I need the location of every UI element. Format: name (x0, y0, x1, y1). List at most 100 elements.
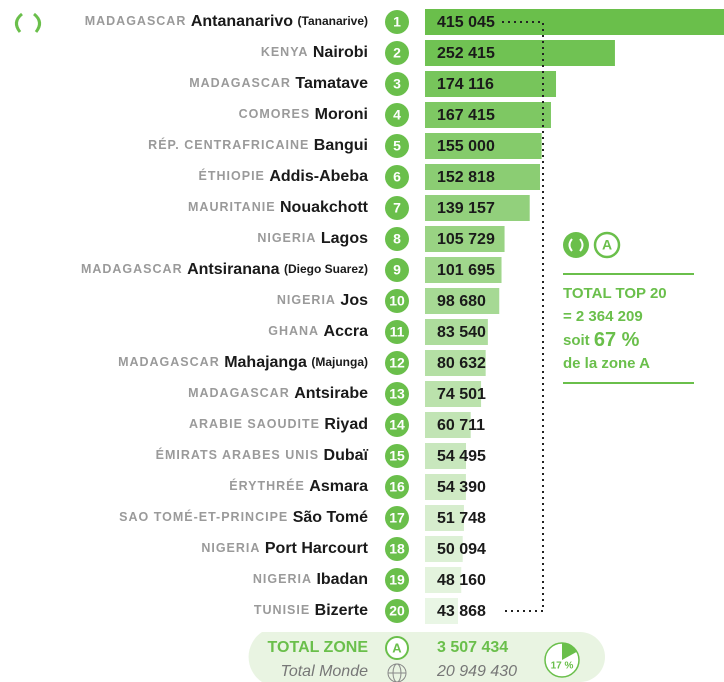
rank-badge (385, 506, 409, 530)
city-note: (Diego Suarez) (284, 262, 368, 276)
country: NIGERIA (201, 541, 260, 555)
rank: 13 (389, 386, 405, 402)
footer-label: TOTAL ZONE (268, 639, 369, 656)
rank: 9 (393, 262, 401, 278)
bar (425, 195, 530, 221)
rank-badge (385, 134, 409, 158)
city: Antananarivo (191, 13, 293, 30)
rank-badge (385, 475, 409, 499)
row-label: ARABIE SAOUDITE Riyad (189, 416, 368, 433)
city: Tamatave (295, 75, 368, 92)
rank: 15 (389, 448, 405, 464)
rank: 1 (393, 14, 401, 30)
city: Asmara (309, 478, 368, 495)
zone-badge (385, 636, 409, 660)
bar (425, 474, 466, 500)
value-label: 80 632 (437, 355, 486, 372)
side-suffix: de la zone A (563, 355, 650, 372)
value-label: 152 818 (437, 169, 495, 186)
rank-badge (385, 165, 409, 189)
country: MADAGASCAR (188, 386, 290, 400)
side-total: = 2 364 209 (563, 308, 643, 325)
value-label: 60 711 (437, 417, 485, 434)
rank: 16 (389, 479, 405, 495)
share-value: 67 % (594, 329, 640, 351)
rank-badge (385, 72, 409, 96)
bar (425, 350, 486, 376)
rank-badge (385, 103, 409, 127)
city: Nouakchott (280, 199, 369, 216)
rank: 11 (390, 324, 405, 340)
rank: 14 (389, 417, 405, 433)
city: Jos (340, 292, 368, 309)
value-label: 48 160 (437, 572, 486, 589)
rank: 3 (393, 76, 401, 92)
country: ÉTHIOPIE (199, 168, 265, 183)
value-label: 98 680 (437, 293, 486, 310)
bar (425, 133, 542, 159)
footer-bg (248, 632, 605, 682)
row-label: GHANA Accra (268, 323, 368, 340)
row-label: NIGERIA Lagos (257, 230, 368, 247)
rank: 4 (393, 107, 401, 123)
city: Addis-Abeba (269, 168, 368, 185)
country: KENYA (261, 45, 309, 59)
country: ÉMIRATS ARABES UNIS (156, 447, 319, 462)
city: Mahajanga (224, 354, 307, 371)
bar (425, 71, 557, 97)
rank-badge (385, 258, 409, 282)
city: São Tomé (293, 509, 368, 526)
zone-badge (593, 231, 621, 259)
city: Bizerte (315, 602, 368, 619)
country: GHANA (268, 324, 319, 338)
bar (425, 567, 462, 593)
row-label: TUNISIE Bizerte (254, 602, 368, 619)
value-label: 51 748 (437, 510, 486, 527)
row-label: ÉMIRATS ARABES UNIS Dubaï (156, 447, 369, 464)
country: MADAGASCAR (118, 355, 220, 369)
country: MAURITANIE (188, 200, 276, 214)
rank: 17 (389, 510, 405, 526)
city: Nairobi (313, 44, 368, 61)
value-label: 252 415 (437, 45, 495, 62)
row-label: MADAGASCAR Antsirabe (188, 385, 368, 402)
row-label: ÉTHIOPIE Addis-Abeba (199, 168, 369, 185)
row-label: SAO TOMÉ-ET-PRINCIPE São Tomé (119, 509, 368, 526)
rank-badge (385, 444, 409, 468)
country: MADAGASCAR (81, 262, 183, 276)
row-label: MADAGASCAR Mahajanga (Majunga) (118, 354, 368, 371)
city: Port Harcourt (265, 540, 369, 557)
rank-badge (385, 568, 409, 592)
rank-badge (385, 196, 409, 220)
row-label: MADAGASCAR Tamatave (189, 75, 368, 92)
bar (425, 536, 463, 562)
country: NIGERIA (257, 231, 316, 245)
rank-badge (385, 351, 409, 375)
row-label: KENYA Nairobi (261, 44, 368, 61)
rank-badge (385, 320, 409, 344)
rank: 19 (389, 572, 405, 588)
bar (425, 40, 615, 66)
row-label: COMORES Moroni (239, 106, 368, 123)
country: NIGERIA (277, 293, 336, 307)
world-label: Total Monde (281, 663, 369, 680)
bar (425, 9, 724, 35)
side-share: soit 67 % (563, 329, 640, 351)
rank-badge (385, 10, 409, 34)
city: Dubaï (324, 447, 369, 464)
bar (425, 412, 471, 438)
bars (425, 9, 724, 624)
laurel-icon (15, 12, 41, 33)
rank: 10 (389, 293, 405, 309)
bar (425, 164, 540, 190)
bar (425, 257, 502, 283)
country: TUNISIE (254, 603, 310, 617)
city: Lagos (321, 230, 368, 247)
value-label: 74 501 (437, 386, 486, 403)
pie-label: 17 % (551, 661, 574, 672)
bar (425, 381, 482, 407)
row-label: NIGERIA Port Harcourt (201, 540, 368, 557)
rank-badge (385, 227, 409, 251)
city-note: (Tananarive) (298, 14, 368, 28)
